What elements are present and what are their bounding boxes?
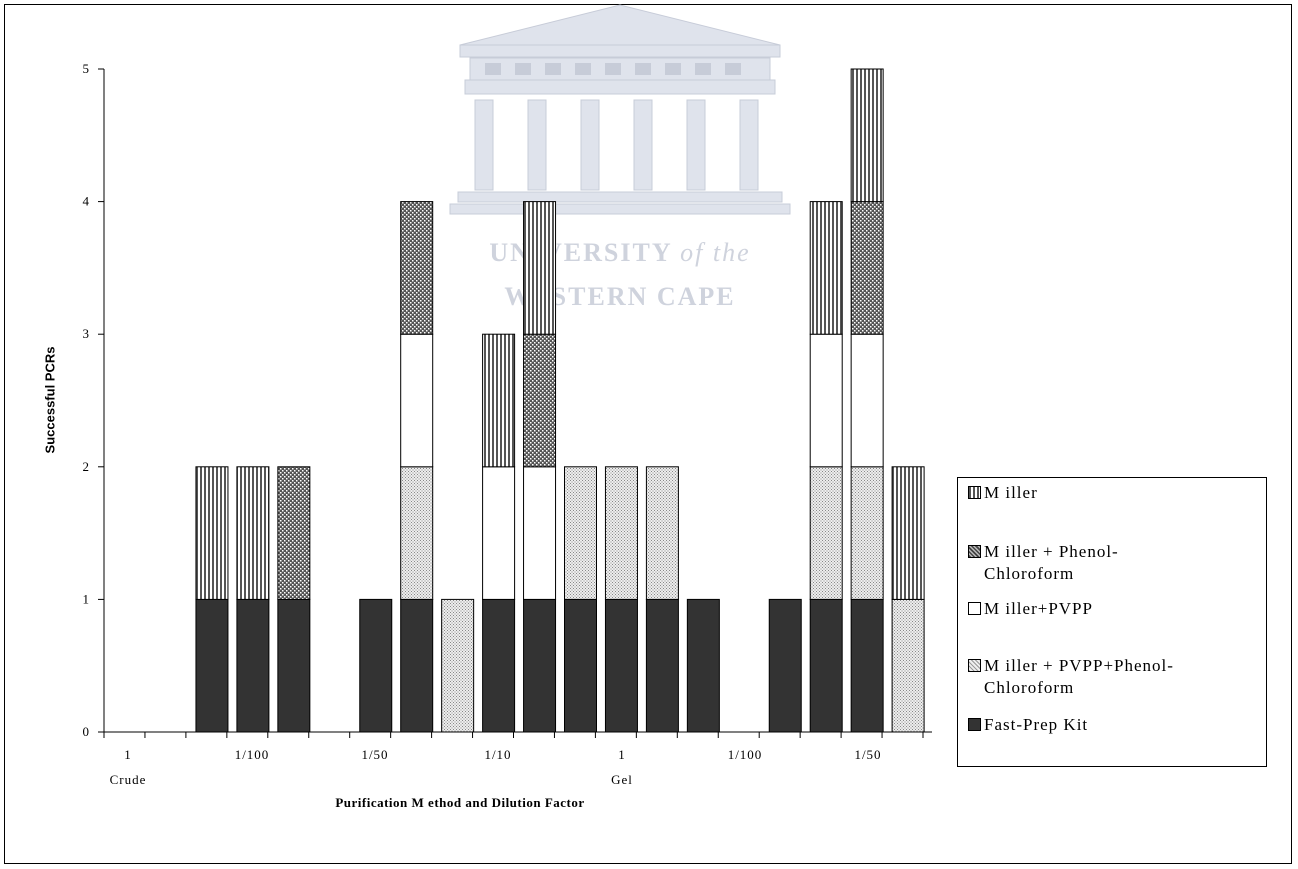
watermark-of-the: of the: [680, 238, 751, 267]
bar-segment: [850, 466, 884, 600]
legend-label: M iller + Phenol- Chloroform: [984, 542, 1119, 583]
bar-segment: [523, 333, 557, 468]
x-tick-label: 1/50: [854, 747, 881, 762]
bar-segment: [236, 598, 270, 733]
bar-segment: [523, 466, 557, 600]
legend-swatch: [968, 659, 981, 672]
watermark-line-1: UNIVERSITY of the: [440, 238, 800, 268]
legend-swatch: [968, 718, 981, 731]
bar-segment: [604, 598, 638, 733]
bar-segment: [891, 466, 925, 600]
x-axis: 1 1/100 1/50 1/10 1 1/100 1/50 Crude Gel: [103, 731, 932, 787]
bar-segment: [482, 598, 516, 733]
bar-segment: [645, 466, 679, 600]
bar-segment: [359, 598, 393, 733]
bar-segment: [809, 201, 843, 335]
y-axis-title: Successful PCRs: [42, 346, 58, 454]
y-tick-label: 0: [83, 724, 91, 739]
legend-label: M iller: [984, 483, 1038, 502]
watermark-university: UNIVERSITY: [489, 238, 672, 267]
bar-segment: [809, 598, 843, 733]
legend-label: M iller + PVPP+Phenol- Chloroform: [984, 656, 1174, 697]
bar-segment: [768, 598, 802, 733]
bar-segment: [645, 598, 679, 733]
bar-segment: [686, 598, 720, 733]
x-tick-label: 1/10: [484, 747, 511, 762]
x-group-label: Crude: [110, 772, 147, 787]
bar-segment: [564, 466, 597, 600]
bar-segment: [809, 466, 843, 600]
x-group-label: Gel: [611, 772, 633, 787]
legend-swatch: [968, 545, 981, 558]
legend-swatch: [968, 602, 981, 615]
bar-segment: [441, 598, 475, 733]
y-tick-label: 1: [83, 591, 91, 606]
bar-segment: [523, 598, 557, 733]
y-axis: 0 1 2 3 4 5: [83, 61, 105, 739]
bar-segment: [236, 466, 270, 600]
x-tick-label: 1/50: [361, 747, 388, 762]
y-tick-label: 3: [83, 326, 91, 341]
bar-segment: [850, 598, 884, 733]
legend-item: M iller + Phenol- Chloroform: [968, 541, 1119, 585]
y-tick-label: 2: [83, 459, 91, 474]
bars: [195, 68, 925, 733]
bar-segment: [400, 598, 434, 733]
bar-segment: [277, 466, 311, 600]
bar-segment: [523, 201, 557, 335]
legend-item: M iller + PVPP+Phenol- Chloroform: [968, 655, 1174, 699]
y-tick-label: 4: [83, 194, 91, 209]
x-axis-title: Purification M ethod and Dilution Factor: [335, 795, 585, 810]
university-watermark: UNIVERSITY of the WESTERN CAPE: [440, 0, 800, 330]
legend-item: M iller: [968, 482, 1038, 504]
bar-segment: [850, 68, 884, 203]
y-tick-label: 5: [83, 61, 91, 76]
legend-item: M iller+PVPP: [968, 598, 1093, 620]
bar-segment: [277, 598, 311, 733]
university-building-logo: [449, 4, 791, 215]
bar-segment: [850, 333, 884, 468]
bar-segment: [400, 201, 434, 335]
bar-segment: [400, 333, 434, 468]
bar-segment: [482, 466, 516, 600]
bar-segment: [195, 598, 229, 733]
x-tick-label: 1: [618, 747, 626, 762]
bar-segment: [604, 466, 638, 600]
bar-segment: [564, 598, 597, 733]
x-tick-label: 1: [124, 747, 132, 762]
x-tick-label: 1/100: [728, 747, 763, 762]
legend-item: Fast-Prep Kit: [968, 714, 1088, 736]
legend-label: M iller+PVPP: [984, 599, 1093, 618]
bar-segment: [195, 466, 229, 600]
x-tick-label: 1/100: [235, 747, 270, 762]
legend: M iller M iller + Phenol- Chloroform M ill…: [957, 477, 1267, 767]
bar-segment: [891, 598, 925, 733]
legend-label: Fast-Prep Kit: [984, 715, 1089, 734]
bar-segment: [850, 201, 884, 335]
bar-segment: [400, 466, 434, 600]
bar-segment: [482, 333, 516, 468]
legend-swatch: [968, 486, 981, 499]
bar-segment: [809, 333, 843, 468]
